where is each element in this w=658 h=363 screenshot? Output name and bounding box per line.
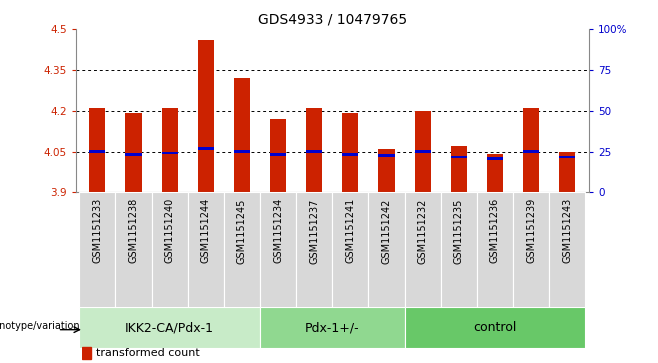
Bar <box>306 108 322 192</box>
Bar <box>197 40 214 192</box>
Bar <box>161 151 178 154</box>
Text: GSM1151233: GSM1151233 <box>92 198 103 264</box>
Bar <box>126 153 141 156</box>
Text: GSM1151237: GSM1151237 <box>309 198 319 264</box>
Bar <box>487 157 503 160</box>
Bar <box>378 149 395 192</box>
FancyBboxPatch shape <box>224 192 260 309</box>
Bar <box>270 153 286 156</box>
FancyBboxPatch shape <box>477 192 513 309</box>
Text: genotype/variation: genotype/variation <box>0 321 80 331</box>
FancyBboxPatch shape <box>368 192 405 309</box>
FancyBboxPatch shape <box>79 192 115 309</box>
Bar <box>234 150 250 153</box>
Text: GSM1151236: GSM1151236 <box>490 198 500 264</box>
Text: GSM1151232: GSM1151232 <box>418 198 428 264</box>
Bar <box>197 147 214 150</box>
Bar <box>523 108 539 192</box>
FancyBboxPatch shape <box>115 192 151 309</box>
Bar <box>89 108 105 192</box>
Bar <box>306 150 322 153</box>
FancyBboxPatch shape <box>332 192 368 309</box>
FancyBboxPatch shape <box>405 307 586 348</box>
Bar <box>523 150 539 153</box>
Text: GSM1151243: GSM1151243 <box>562 198 572 264</box>
Text: GSM1151238: GSM1151238 <box>128 198 138 264</box>
Text: GSM1151241: GSM1151241 <box>345 198 355 264</box>
Bar <box>451 156 467 158</box>
Bar <box>161 108 178 192</box>
Bar <box>126 113 141 192</box>
Text: GSM1151245: GSM1151245 <box>237 198 247 264</box>
FancyBboxPatch shape <box>513 192 549 309</box>
Text: control: control <box>473 321 517 334</box>
FancyBboxPatch shape <box>441 192 477 309</box>
Bar <box>342 113 359 192</box>
Bar <box>415 111 431 192</box>
Bar <box>559 156 575 158</box>
Bar <box>378 154 395 157</box>
Text: Pdx-1+/-: Pdx-1+/- <box>305 321 360 334</box>
Bar <box>342 153 359 156</box>
Bar <box>82 347 91 359</box>
FancyBboxPatch shape <box>79 307 260 348</box>
Text: IKK2-CA/Pdx-1: IKK2-CA/Pdx-1 <box>125 321 214 334</box>
Bar <box>270 119 286 192</box>
FancyBboxPatch shape <box>260 307 405 348</box>
Bar <box>89 150 105 153</box>
Text: GSM1151234: GSM1151234 <box>273 198 283 264</box>
Bar <box>487 154 503 192</box>
Bar <box>559 152 575 192</box>
Text: GSM1151235: GSM1151235 <box>454 198 464 264</box>
FancyBboxPatch shape <box>549 192 586 309</box>
Text: GSM1151244: GSM1151244 <box>201 198 211 264</box>
Bar <box>451 146 467 192</box>
Title: GDS4933 / 10479765: GDS4933 / 10479765 <box>258 12 407 26</box>
Bar <box>234 78 250 192</box>
Bar <box>415 150 431 153</box>
Text: transformed count: transformed count <box>96 348 200 358</box>
FancyBboxPatch shape <box>260 192 296 309</box>
FancyBboxPatch shape <box>405 192 441 309</box>
Text: GSM1151239: GSM1151239 <box>526 198 536 264</box>
FancyBboxPatch shape <box>151 192 188 309</box>
Text: GSM1151242: GSM1151242 <box>382 198 392 264</box>
FancyBboxPatch shape <box>296 192 332 309</box>
FancyBboxPatch shape <box>188 192 224 309</box>
Text: GSM1151240: GSM1151240 <box>164 198 174 264</box>
